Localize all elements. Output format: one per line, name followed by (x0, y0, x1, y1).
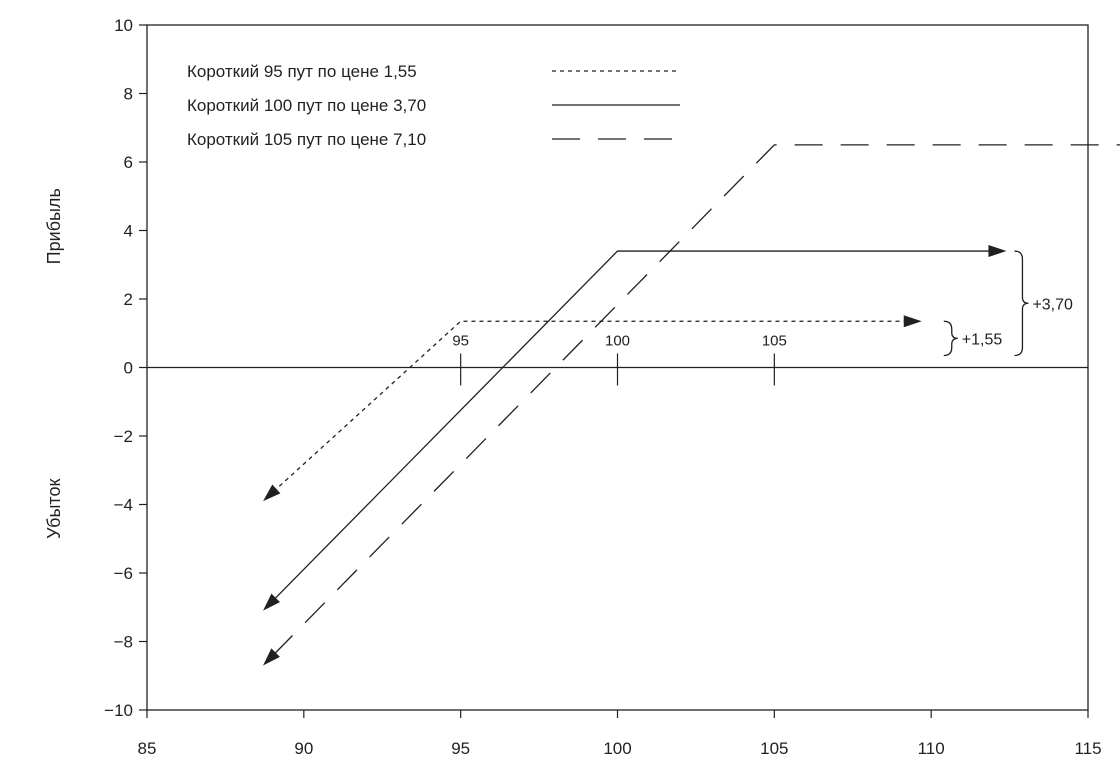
x-tick-label: 110 (918, 739, 945, 758)
y-tick-label: −2 (114, 427, 133, 446)
x-tick-label: 115 (1074, 739, 1101, 758)
series-lines (263, 144, 1120, 666)
series-arrow-start (263, 648, 280, 666)
profit-bracket (943, 320, 958, 357)
series-line (272, 144, 1120, 656)
profit-bracket-label: +3,70 (1032, 296, 1073, 313)
x-tick-label: 90 (294, 739, 313, 758)
strike-label: 95 (452, 333, 469, 350)
y-tick-label: −10 (104, 701, 133, 720)
strike-label: 100 (605, 333, 630, 350)
ticks: 10 8 6 4 2 0 −2 −4 −6 −8 −10 85 90 95 100 105 110 115 (104, 16, 1101, 758)
series-arrow-end (988, 245, 1007, 258)
y-tick-label: 8 (124, 85, 133, 104)
x-tick-label: 100 (603, 739, 631, 758)
profit-brackets: +1,55+3,70+7,10 (943, 250, 1073, 357)
series-arrow-start (263, 484, 281, 502)
legend: Короткий 95 пут по цене 1,55 Короткий 100… (187, 62, 680, 149)
y-tick-label: 4 (124, 222, 133, 241)
strike-markers: 95 100 105 (452, 333, 787, 386)
x-tick-label: 105 (760, 739, 788, 758)
legend-label: Короткий 100 пут по цене 3,70 (187, 96, 426, 115)
series-line (272, 320, 908, 493)
y-tick-label: 10 (114, 16, 133, 35)
y-tick-label: 0 (124, 359, 133, 378)
profit-bracket (1014, 250, 1029, 357)
y-label-loss: Убыток (44, 479, 64, 539)
legend-label: Короткий 105 пут по цене 7,10 (187, 130, 426, 149)
series-line (272, 250, 993, 602)
y-tick-label: 6 (124, 153, 133, 172)
profit-bracket-label: +1,55 (962, 331, 1003, 348)
y-tick-label: −6 (114, 564, 133, 583)
strike-label: 105 (762, 333, 787, 350)
series-arrow-start (263, 593, 280, 611)
y-label-profit: Прибыль (44, 188, 64, 264)
y-tick-label: −4 (114, 496, 133, 515)
y-tick-label: 2 (124, 290, 133, 309)
y-axis-labels: Прибыль Убыток (44, 188, 64, 539)
x-tick-label: 85 (138, 739, 157, 758)
legend-label: Короткий 95 пут по цене 1,55 (187, 62, 417, 81)
x-tick-label: 95 (451, 739, 470, 758)
y-tick-label: −8 (114, 633, 133, 652)
series-arrow-end (903, 315, 922, 328)
